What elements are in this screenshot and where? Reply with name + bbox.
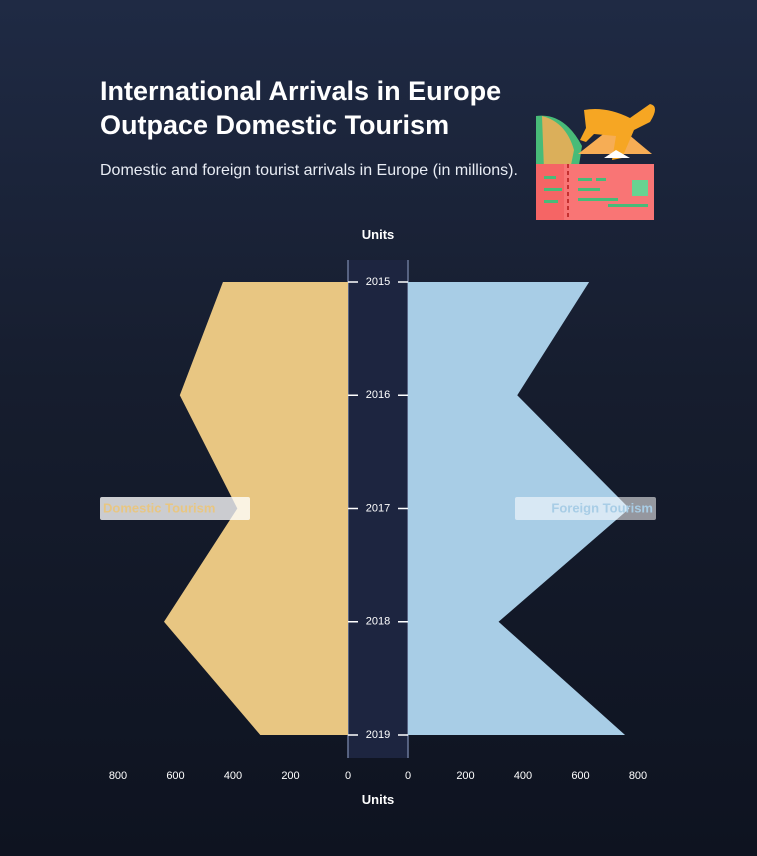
travel-ticket-airplane-icon bbox=[536, 104, 655, 220]
x-tick-label-left-800: 800 bbox=[109, 770, 127, 782]
domestic-tourism-area bbox=[164, 282, 348, 735]
year-label-2016: 2016 bbox=[366, 389, 390, 401]
axis-title-top: Units bbox=[362, 227, 395, 242]
year-label-2015: 2015 bbox=[366, 276, 390, 288]
x-tick-label-left-600: 600 bbox=[166, 770, 184, 782]
x-tick-label-left-0: 0 bbox=[345, 770, 351, 782]
legend-label-domestic: Domestic Tourism bbox=[103, 500, 215, 515]
chart-subtitle: Domestic and foreign tourist arrivals in… bbox=[100, 162, 518, 179]
legend-domestic-tourism[interactable]: Domestic Tourism bbox=[100, 497, 250, 520]
chart-title: International Arrivals in Europe Outpace… bbox=[100, 76, 502, 140]
x-tick-label-right-800: 800 bbox=[629, 770, 647, 782]
legend-label-foreign: Foreign Tourism bbox=[551, 500, 653, 515]
axis-title-bottom: Units bbox=[362, 792, 395, 807]
year-label-2018: 2018 bbox=[366, 616, 390, 628]
year-label-2019: 2019 bbox=[366, 729, 390, 741]
x-tick-label-right-400: 400 bbox=[514, 770, 532, 782]
x-tick-label-left-400: 400 bbox=[224, 770, 242, 782]
x-tick-label-right-200: 200 bbox=[456, 770, 474, 782]
x-tick-label-left-200: 200 bbox=[281, 770, 299, 782]
x-tick-label-right-600: 600 bbox=[571, 770, 589, 782]
legend-foreign-tourism[interactable]: Foreign Tourism bbox=[515, 497, 656, 520]
year-label-2017: 2017 bbox=[366, 502, 390, 514]
x-tick-label-right-0: 0 bbox=[405, 770, 411, 782]
